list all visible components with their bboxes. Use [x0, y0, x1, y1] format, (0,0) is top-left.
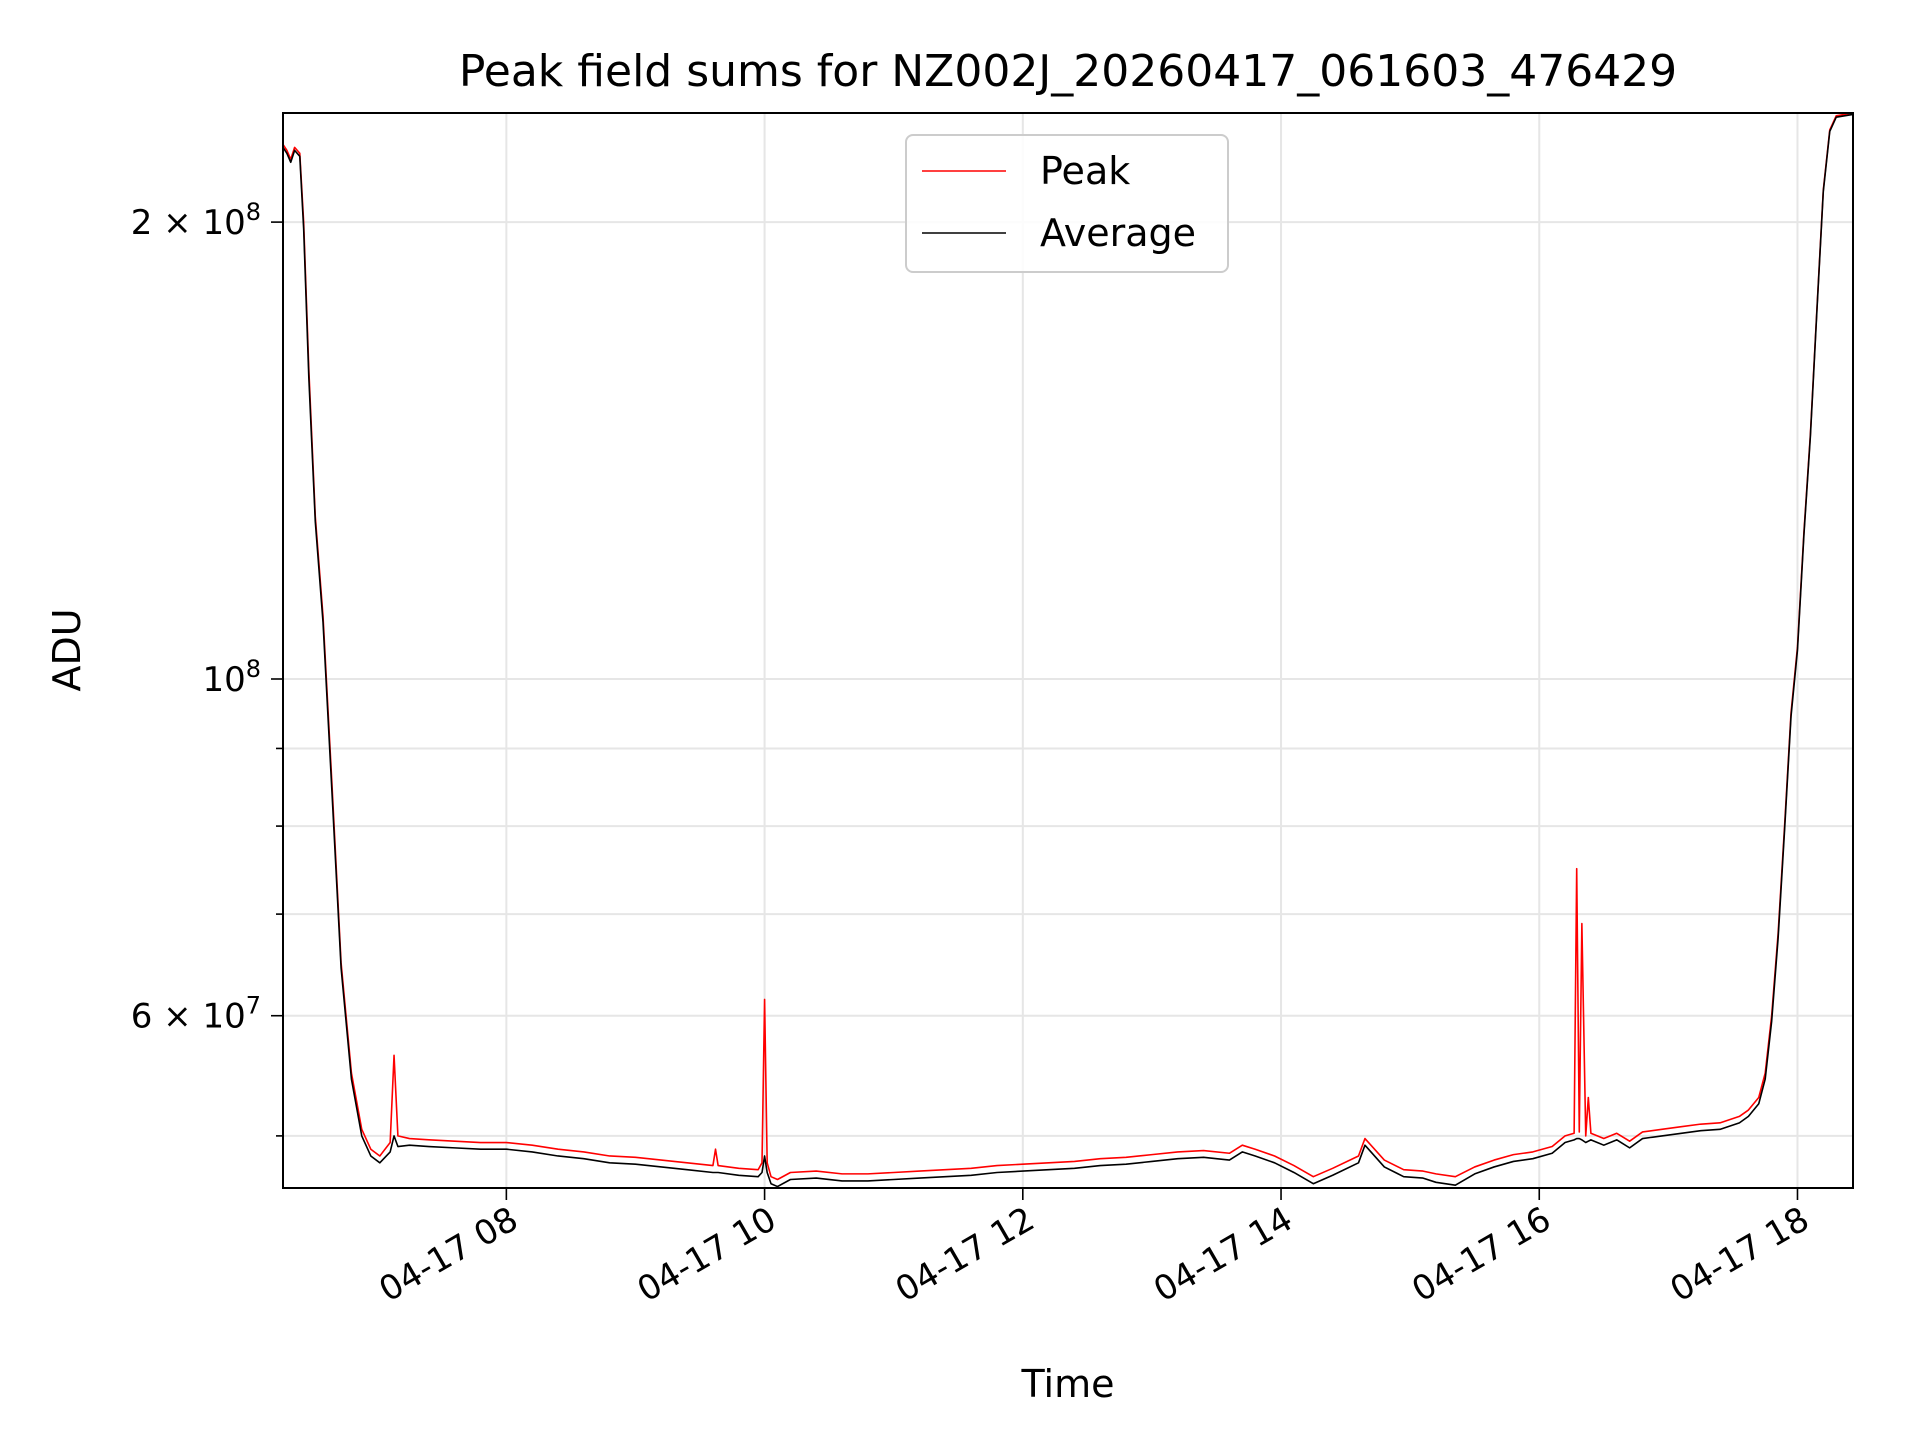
- chart-title: Peak field sums for NZ002J_20260417_0616…: [459, 46, 1677, 97]
- series-line-peak: [283, 113, 1853, 1181]
- y-tick-label: 108: [202, 655, 261, 700]
- series-line-average: [283, 113, 1853, 1188]
- legend-label-peak: Peak: [1040, 149, 1130, 193]
- series-group: [283, 113, 1853, 1188]
- plot-frame: [282, 112, 1854, 1189]
- y-tick-label: 2 × 108: [131, 198, 261, 243]
- x-axis-label: Time: [1021, 1362, 1115, 1406]
- y-tick-label: 6 × 107: [131, 992, 261, 1037]
- grid: [283, 113, 1853, 1188]
- legend: Peak Average: [905, 134, 1229, 273]
- legend-label-average: Average: [1040, 211, 1196, 255]
- y-axis-label: ADU: [45, 608, 89, 691]
- y-tick-labels: 2 × 108 108 6 × 107: [131, 198, 261, 1037]
- ticks: [271, 221, 1799, 1200]
- legend-box: [905, 134, 1229, 273]
